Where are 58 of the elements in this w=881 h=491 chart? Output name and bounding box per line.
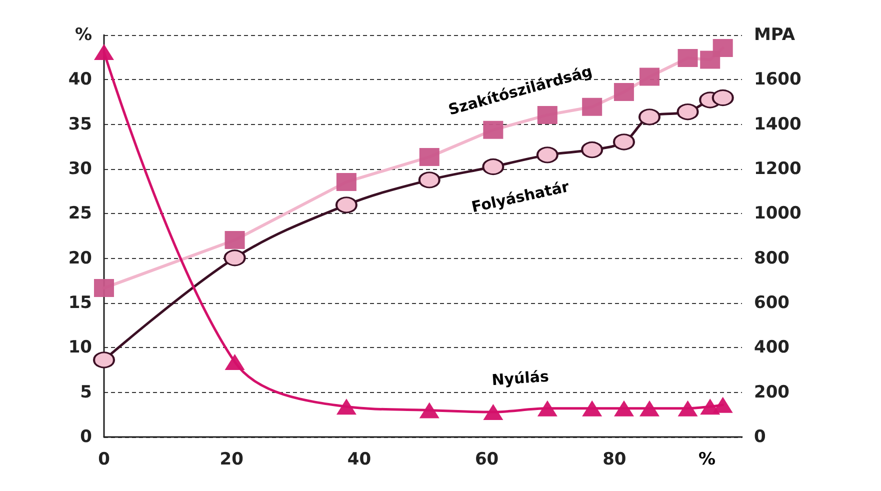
point	[613, 134, 635, 150]
y-tick-label: 40	[68, 70, 92, 90]
point	[582, 400, 602, 416]
x-tick-label: 60	[474, 450, 499, 470]
point	[336, 196, 358, 214]
x-axis-title: %	[698, 450, 716, 470]
point	[614, 82, 634, 101]
point	[482, 158, 504, 176]
point	[638, 108, 660, 126]
y-tick-label: 25	[68, 204, 92, 224]
point	[419, 148, 440, 166]
y-tick-label: %	[74, 25, 92, 45]
point	[712, 38, 733, 57]
point	[224, 249, 246, 266]
y2-tick-label: MPA	[754, 25, 796, 45]
point	[224, 231, 245, 250]
y2-tick-label: 600	[754, 293, 790, 313]
point	[614, 400, 634, 416]
x-tick-label: 0	[98, 450, 110, 470]
point	[581, 141, 603, 158]
y2-tick-label: 1400	[754, 114, 802, 134]
point	[483, 120, 504, 139]
point	[712, 89, 734, 106]
y-tick-label: 0	[80, 427, 92, 447]
y-tick-label: 15	[68, 293, 92, 313]
point	[678, 400, 698, 416]
point	[712, 396, 733, 413]
y2-tick-label: 200	[754, 382, 790, 402]
y2-tick-label: 400	[754, 338, 790, 358]
y2-tick-label: 1000	[754, 204, 802, 224]
y2-tick-label: 1200	[754, 159, 802, 179]
y-tick-label: 20	[68, 248, 92, 268]
y-tick-label: 30	[68, 159, 92, 179]
y2-tick-label: 0	[754, 427, 766, 447]
point	[418, 172, 440, 188]
point	[639, 68, 660, 86]
y2-tick-label: 800	[754, 248, 790, 268]
point	[678, 49, 698, 68]
point	[94, 44, 114, 60]
point	[419, 402, 440, 418]
point	[483, 404, 504, 420]
point	[336, 398, 356, 415]
point	[537, 400, 558, 416]
point	[93, 352, 115, 368]
point	[676, 103, 699, 120]
point	[336, 172, 356, 191]
y2-tick-label: 1600	[754, 70, 802, 90]
y-tick-label: 35	[68, 114, 92, 134]
y-tick-label: 5	[80, 382, 92, 402]
x-tick-label: 80	[602, 450, 626, 470]
x-tick-label: 40	[347, 450, 372, 470]
y-tick-label: 10	[68, 338, 92, 358]
point	[639, 400, 660, 416]
point	[94, 279, 114, 298]
point	[536, 146, 558, 164]
point	[224, 354, 245, 370]
series-label: Nyúlás	[491, 367, 550, 390]
x-tick-label: 20	[220, 450, 244, 470]
